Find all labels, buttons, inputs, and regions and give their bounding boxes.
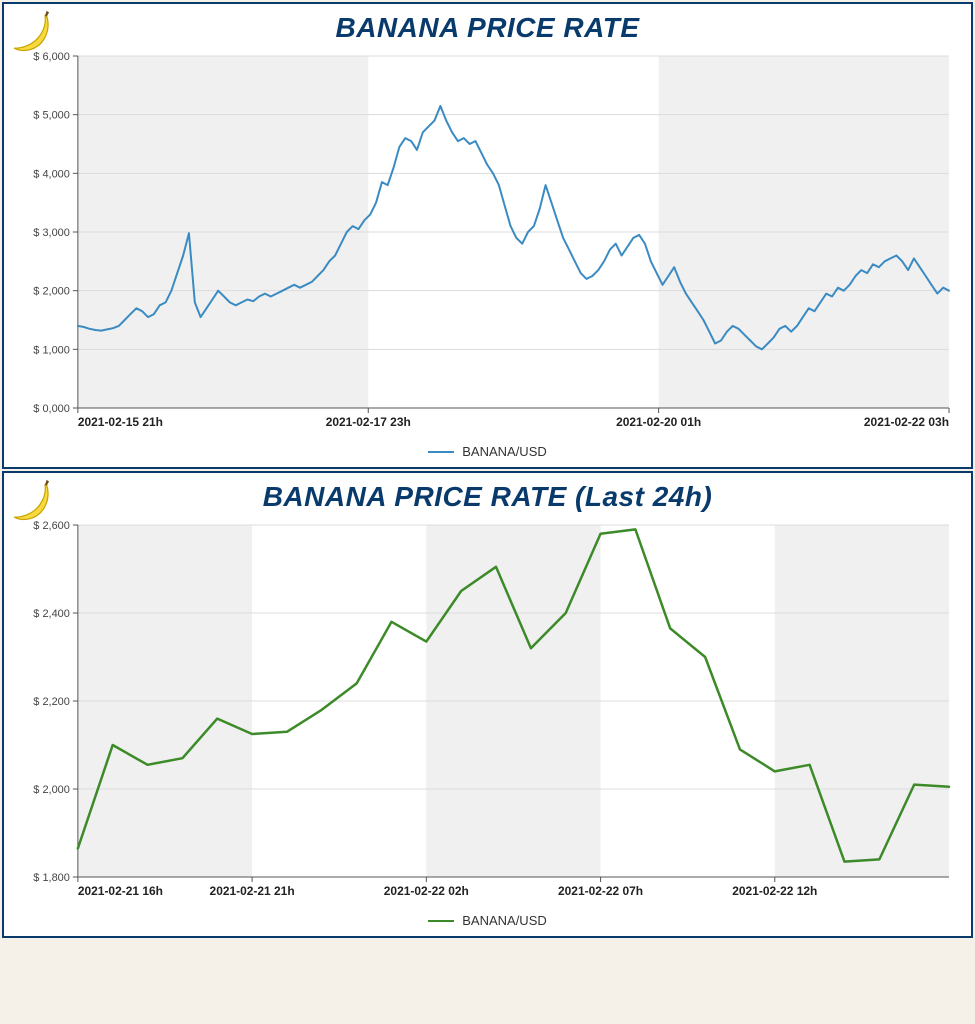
chart1-svg[interactable]: $ 0,000 $ 1,000 $ 2,000 $ 3,000 $ 4,000 $ 5,0…	[16, 46, 959, 436]
chart2-title: BANANA PRICE RATE (Last 24h)	[263, 481, 713, 513]
svg-text:2021-02-15 21h: 2021-02-15 21h	[78, 415, 163, 429]
svg-text:$ 2,000: $ 2,000	[33, 784, 70, 796]
chart1-title: BANANA PRICE RATE	[335, 12, 639, 44]
chart2-title-row: BANANA PRICE RATE (Last 24h)	[16, 481, 959, 513]
svg-text:2021-02-21 21h: 2021-02-21 21h	[210, 884, 295, 898]
svg-text:$ 1,000: $ 1,000	[33, 344, 70, 356]
chart1-legend: BANANA/USD	[16, 436, 959, 461]
chart-panel-overall: BANANA PRICE RATE $ 0,000$ 1,000$ 2,000$…	[2, 2, 973, 469]
chart2-legend-swatch	[428, 920, 454, 922]
svg-text:$ 6,000: $ 6,000	[33, 51, 70, 63]
chart1-chart-area: $ 0,000 $ 1,000 $ 2,000 $ 3,000 $ 4,000 $ 5,0…	[16, 46, 959, 436]
chart1-legend-swatch	[428, 451, 454, 453]
chart-panel-24h: BANANA PRICE RATE (Last 24h) $ 1,800 $ 2,…	[2, 471, 973, 938]
svg-text:2021-02-21 16h: 2021-02-21 16h	[78, 884, 163, 898]
chart2-svg[interactable]: $ 1,800 $ 2,000 $ 2,200 $ 2,400 $ 2,600 2021-…	[16, 515, 959, 905]
svg-text:2021-02-22 03h: 2021-02-22 03h	[864, 415, 949, 429]
svg-text:$ 0,000: $ 0,000	[33, 403, 70, 415]
svg-text:$ 5,000: $ 5,000	[33, 110, 70, 122]
chart2-legend-label: BANANA/USD	[462, 913, 547, 928]
svg-text:2021-02-22 02h: 2021-02-22 02h	[384, 884, 469, 898]
svg-text:2021-02-17 23h: 2021-02-17 23h	[326, 415, 411, 429]
chart1-legend-label: BANANA/USD	[462, 444, 547, 459]
svg-text:$ 2,200: $ 2,200	[33, 696, 70, 708]
svg-text:$ 2,600: $ 2,600	[33, 520, 70, 532]
chart1-title-row: BANANA PRICE RATE	[16, 12, 959, 44]
svg-text:$ 2,000: $ 2,000	[33, 286, 70, 298]
svg-text:2021-02-22 12h: 2021-02-22 12h	[732, 884, 817, 898]
svg-text:$ 3,000: $ 3,000	[33, 227, 70, 239]
chart2-legend: BANANA/USD	[16, 905, 959, 930]
svg-text:2021-02-20 01h: 2021-02-20 01h	[616, 415, 701, 429]
svg-text:$ 2,400: $ 2,400	[33, 608, 70, 620]
chart2-chart-area: $ 1,800 $ 2,000 $ 2,200 $ 2,400 $ 2,600 2021-…	[16, 515, 959, 905]
svg-text:$ 1,800: $ 1,800	[33, 872, 70, 884]
svg-text:2021-02-22 07h: 2021-02-22 07h	[558, 884, 643, 898]
svg-text:$ 4,000: $ 4,000	[33, 168, 70, 180]
